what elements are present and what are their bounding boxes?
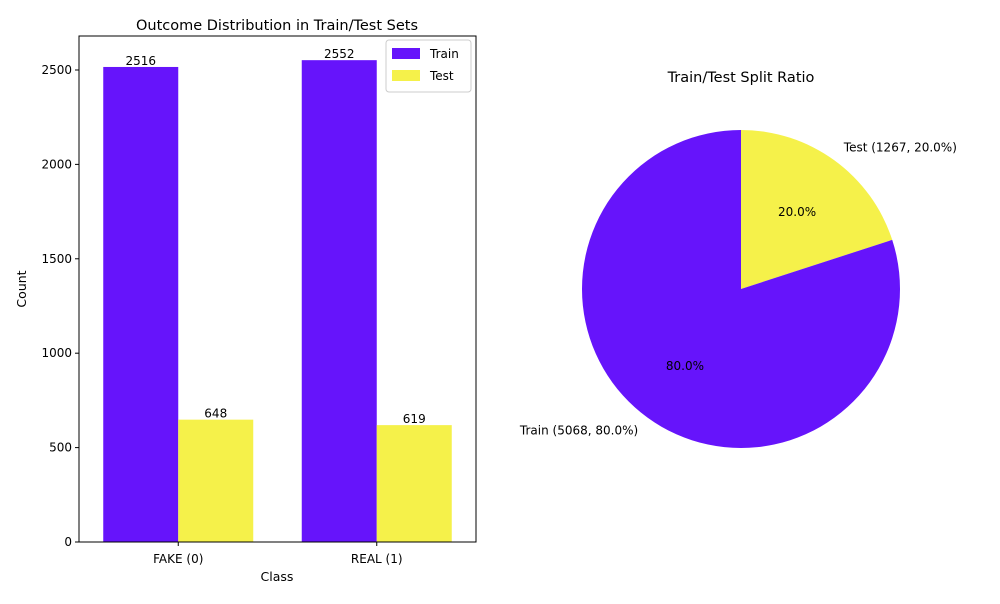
bar-train-0 — [103, 66, 179, 543]
bar-value-label: 648 — [204, 407, 227, 421]
legend-swatch-train — [392, 48, 420, 59]
x-tick-label: FAKE (0) — [153, 552, 203, 566]
y-axis-ticks: 0 500 1000 1500 2000 2500 — [41, 63, 79, 549]
y-tick-label: 1500 — [41, 252, 72, 266]
pie-outer-label: Test (1267, 20.0%) — [843, 141, 957, 155]
pie-pct-label: 80.0% — [666, 359, 704, 373]
y-tick-label: 1000 — [41, 346, 72, 360]
legend-label-train: Train — [429, 47, 459, 61]
pie-chart: Train/Test Split Ratio Test (1267, 20.0%… — [519, 70, 957, 449]
y-tick-label: 2000 — [41, 157, 72, 171]
bar-chart: Outcome Distribution in Train/Test Sets … — [14, 18, 477, 584]
bar-value-label: 619 — [403, 412, 426, 426]
bar-value-label: 2552 — [324, 47, 355, 61]
bar-chart-title: Outcome Distribution in Train/Test Sets — [136, 18, 418, 34]
legend: Train Test — [385, 39, 472, 93]
pie-slice-train — [581, 130, 900, 449]
legend-swatch-test — [392, 70, 420, 81]
x-tick-label: REAL (1) — [351, 552, 403, 566]
pie-labels: Test (1267, 20.0%) 20.0% Train (5068, 80.0… — [519, 141, 957, 438]
pie-outer-label: Train (5068, 80.0%) — [519, 423, 638, 437]
bar-test-1 — [376, 425, 452, 542]
pie-pct-label: 20.0% — [778, 205, 816, 219]
bar-value-labels: 2516 648 2552 619 — [125, 47, 425, 426]
x-axis-label: Class — [261, 569, 294, 584]
bar-test-0 — [178, 419, 254, 542]
x-axis-ticks: FAKE (0) REAL (1) — [153, 542, 403, 566]
pie-slices — [581, 130, 900, 449]
y-tick-label: 2500 — [41, 63, 72, 77]
legend-label-test: Test — [429, 69, 454, 83]
pie-slice-test — [741, 130, 893, 289]
bar-value-label: 2516 — [125, 54, 156, 68]
bar-train-1 — [301, 60, 377, 542]
plot-frame — [78, 35, 477, 543]
bar-group — [103, 60, 452, 543]
pie-chart-title: Train/Test Split Ratio — [667, 70, 815, 86]
y-axis-label: Count — [14, 270, 29, 307]
y-tick-label: 0 — [64, 535, 72, 549]
y-tick-label: 500 — [49, 441, 72, 455]
